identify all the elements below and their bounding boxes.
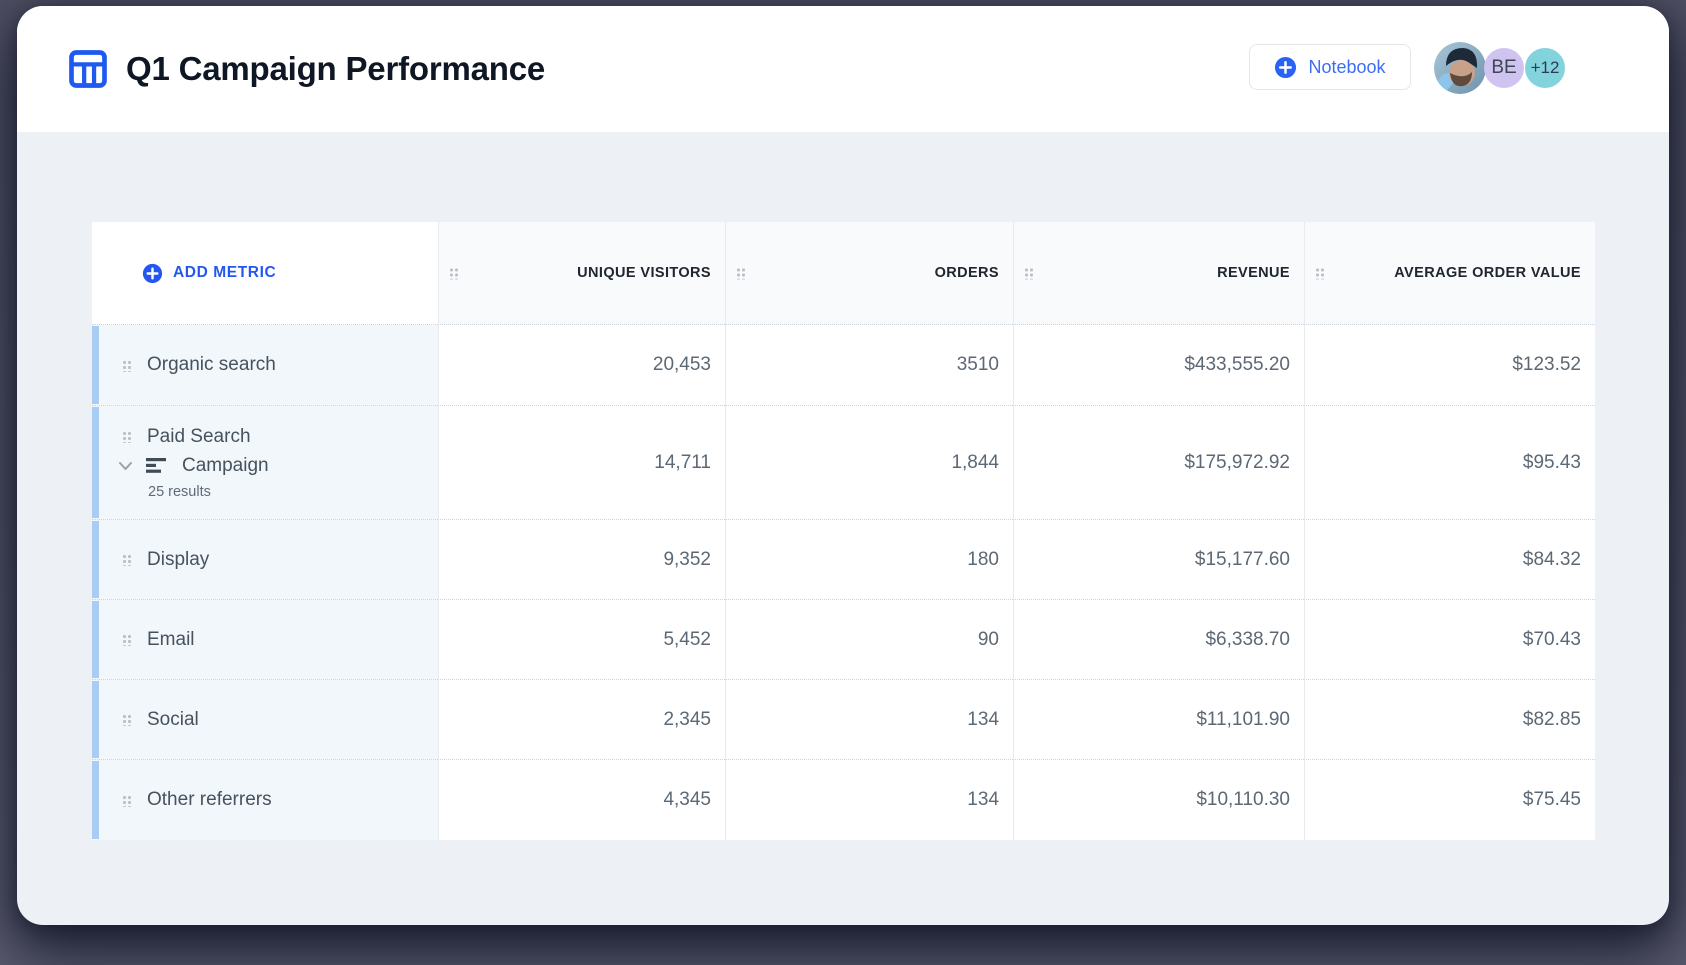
table-cell: 4,345 — [438, 760, 725, 840]
drag-handle-icon[interactable] — [1315, 266, 1324, 280]
table-cell: $175,972.92 — [1013, 406, 1304, 520]
app-card: Q1 Campaign Performance Notebook — [17, 6, 1669, 925]
table-cell: 20,453 — [438, 325, 725, 406]
add-metric-label: ADD METRIC — [173, 264, 277, 281]
table-cell: $82.85 — [1304, 680, 1595, 760]
row-label-other-referrers[interactable]: Other referrers — [92, 760, 438, 840]
table-cell: $95.43 — [1304, 406, 1595, 520]
row-accent-strip — [92, 521, 99, 598]
table-cell: $10,110.30 — [1013, 760, 1304, 840]
table-cell: $15,177.60 — [1013, 520, 1304, 600]
notebook-button-label: Notebook — [1308, 56, 1386, 77]
table-cell: 3510 — [725, 325, 1013, 406]
column-header-revenue[interactable]: REVENUE — [1013, 222, 1304, 325]
plus-icon — [1275, 56, 1297, 78]
table-cell: 134 — [725, 680, 1013, 760]
avatar-overflow-badge[interactable]: +12 — [1525, 48, 1565, 88]
sub-dimension-label[interactable]: Campaign — [182, 454, 269, 476]
row-accent-strip — [92, 407, 99, 518]
column-header-unique-visitors[interactable]: UNIQUE VISITORS — [438, 222, 725, 325]
row-accent-strip — [92, 326, 99, 404]
drag-handle-icon[interactable] — [736, 266, 745, 280]
table-cell: 134 — [725, 760, 1013, 840]
drag-handle-icon[interactable] — [1024, 266, 1033, 280]
table-cell: $123.52 — [1304, 325, 1595, 406]
table-cell: 1,844 — [725, 406, 1013, 520]
row-accent-strip — [92, 681, 99, 758]
avatar-overflow-label: +12 — [1530, 58, 1560, 77]
table-cell: 5,452 — [438, 600, 725, 680]
row-label-social[interactable]: Social — [92, 680, 438, 760]
person-photo-icon — [1434, 42, 1486, 94]
row-label-paid-search[interactable]: Paid Search Campaign 25 results — [92, 406, 438, 520]
row-label-organic-search[interactable]: Organic search — [92, 325, 438, 406]
avatar-photo[interactable] — [1434, 42, 1486, 94]
table-cell: 14,711 — [438, 406, 725, 520]
page-title: Q1 Campaign Performance — [126, 50, 546, 87]
column-header-orders[interactable]: ORDERS — [725, 222, 1013, 325]
title-group: Q1 Campaign Performance — [66, 6, 545, 132]
drag-handle-icon[interactable] — [122, 358, 131, 372]
drag-handle-icon[interactable] — [122, 713, 131, 726]
plus-icon — [142, 263, 163, 283]
drag-handle-icon[interactable] — [122, 553, 131, 566]
notebook-button[interactable]: Notebook — [1249, 44, 1411, 90]
drag-handle-icon[interactable] — [449, 266, 458, 280]
bar-chart-icon — [146, 458, 166, 473]
table-cell: $84.32 — [1304, 520, 1595, 600]
table-cell: $6,338.70 — [1013, 600, 1304, 680]
row-accent-strip — [92, 761, 99, 839]
row-accent-strip — [92, 601, 99, 678]
table-cell: 9,352 — [438, 520, 725, 600]
paid-search-group: Paid Search Campaign 25 results — [92, 426, 438, 500]
table-icon — [69, 50, 107, 88]
results-count: 25 results — [148, 483, 211, 500]
row-label-display[interactable]: Display — [92, 520, 438, 600]
table-cell: 90 — [725, 600, 1013, 680]
row-label-email[interactable]: Email — [92, 600, 438, 680]
table-cell: $433,555.20 — [1013, 325, 1304, 406]
page-header: Q1 Campaign Performance Notebook — [17, 6, 1669, 132]
table-cell: 2,345 — [438, 680, 725, 760]
header-actions: Notebook — [1249, 6, 1669, 132]
metrics-table: ADD METRIC UNIQUE VISITORS ORDERS REVENU… — [92, 222, 1595, 840]
column-header-average-order-value[interactable]: AVERAGE ORDER VALUE — [1304, 222, 1595, 325]
drag-handle-icon[interactable] — [122, 633, 131, 646]
table-cell: 180 — [725, 520, 1013, 600]
add-metric-cell: ADD METRIC — [92, 222, 438, 325]
avatar-initials-label: BE — [1491, 57, 1517, 78]
table-cell: $75.45 — [1304, 760, 1595, 840]
add-metric-button[interactable]: ADD METRIC — [142, 263, 276, 284]
table-cell: $70.43 — [1304, 600, 1595, 680]
drag-handle-icon[interactable] — [122, 430, 131, 443]
drag-handle-icon[interactable] — [122, 793, 131, 807]
table-cell: $11,101.90 — [1013, 680, 1304, 760]
chevron-down-icon[interactable] — [118, 461, 133, 471]
avatar-initials[interactable]: BE — [1484, 48, 1524, 88]
